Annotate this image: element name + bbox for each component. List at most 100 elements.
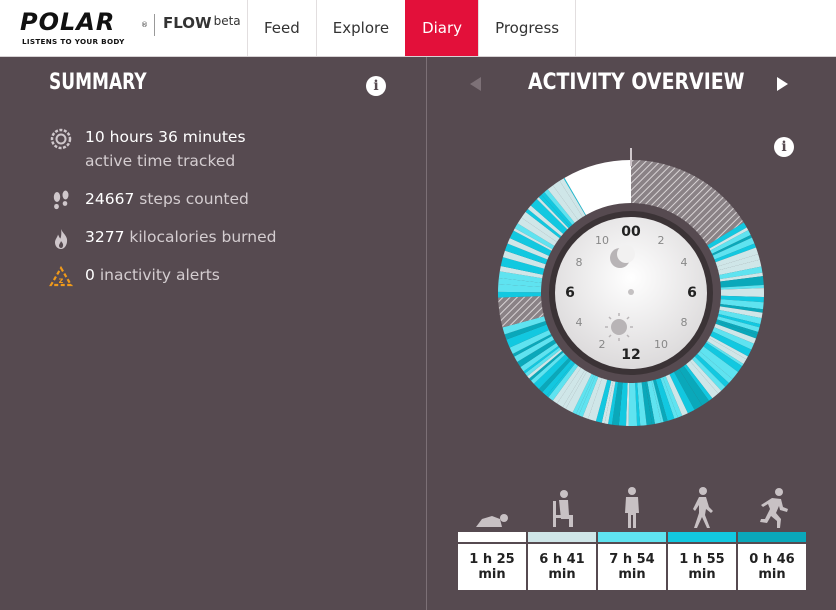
activity-ring-segment: [628, 382, 638, 427]
tab-diary[interactable]: Diary: [405, 0, 479, 56]
activity-ring-segment: [500, 257, 545, 275]
activity-ring-segment: [536, 197, 569, 230]
footprints-icon: [53, 190, 69, 210]
tab-progress[interactable]: Progress: [478, 0, 577, 56]
activity-ring-segment: [498, 296, 545, 328]
activity-ring-segment: [565, 371, 592, 413]
standing-icon: [625, 487, 639, 528]
activity-ring-segment: [498, 291, 542, 298]
activity-ring-segment: [655, 378, 675, 421]
activity-ring-segment: [660, 377, 678, 419]
previous-arrow-icon[interactable]: [470, 77, 481, 91]
activity-ring-segment: [717, 316, 760, 332]
activity-ring-segment: [706, 341, 744, 367]
dial-minor-label: 8: [681, 316, 688, 329]
legend-color-sitting: [528, 532, 596, 542]
resting-icon: [476, 514, 508, 527]
activity-ring-segment: [720, 284, 764, 290]
activity-ring-segment: [720, 299, 764, 310]
dial-minor-label: 2: [658, 234, 665, 247]
activity-ring-segment: [645, 381, 655, 425]
activity-ring-segment: [608, 381, 619, 425]
inactivity-label: inactivity alerts: [99, 266, 220, 284]
legend-running: 0 h 46 min: [738, 482, 806, 592]
tab-feed[interactable]: Feed: [247, 0, 316, 56]
next-arrow-icon[interactable]: [777, 77, 788, 91]
summary-info-icon[interactable]: i: [366, 76, 386, 96]
activity-ring-segment: [686, 360, 719, 399]
activity-ring-segment: [601, 380, 614, 424]
top-bar: POLAR ® LISTENS TO YOUR BODY FLOW beta Fe…: [0, 0, 836, 57]
polar-logo[interactable]: POLAR ® LISTENS TO YOUR BODY: [20, 8, 148, 46]
activity-ring-segment: [674, 369, 703, 410]
activity-overview-title: ACTIVITY OVERVIEW: [528, 70, 745, 95]
activity-ring-segment: [563, 177, 586, 216]
activity-ring-segment: [504, 321, 547, 340]
activity-ring-segment: [502, 250, 546, 269]
activity-ring: [498, 160, 764, 427]
activity-ring-segment: [507, 238, 550, 260]
activity-ring-segment: [679, 365, 709, 406]
calories-value: 3277: [85, 228, 125, 246]
activity-ring-segment: [637, 382, 647, 426]
legend-unit: min: [548, 567, 576, 582]
tab-explore[interactable]: Explore: [315, 0, 405, 56]
activity-ring-segment: [509, 230, 552, 256]
activity-ring-segment: [647, 380, 662, 424]
activity-ring-segment: [692, 356, 726, 391]
product-suffix: beta: [213, 14, 241, 28]
moon-icon: [610, 245, 635, 268]
walking-icon: [693, 487, 713, 528]
legend-value-sitting: 6 h 41 min: [528, 544, 596, 590]
activity-ring-segment: [669, 372, 695, 414]
activity-ring-segment: [717, 254, 760, 271]
legend-value-resting: 1 h 25 min: [458, 544, 526, 590]
activity-ring-segment: [541, 192, 573, 227]
activity-ring-segment: [699, 346, 739, 379]
activity-ring-segment: [707, 222, 747, 249]
activity-ring-segment: [538, 194, 571, 229]
activity-ring-segment: [611, 382, 623, 426]
activity-ring-segment: [513, 228, 553, 251]
activity-ring-segment: [716, 319, 759, 335]
activity-ring-segment: [514, 336, 554, 362]
activity-ring-segment: [717, 314, 761, 328]
activity-ring-segment: [564, 160, 631, 216]
activity-ring-segment: [711, 235, 752, 256]
legend-unit: min: [478, 567, 506, 582]
activity-ring-segment: [552, 365, 581, 404]
activity-ring-segment: [521, 211, 560, 242]
activity-ring-segment: [712, 327, 754, 350]
activity-ring-segment: [618, 382, 628, 426]
dial-minor-label: 4: [681, 256, 688, 269]
activity-ring-segment: [719, 272, 763, 282]
panel-divider: [426, 57, 427, 610]
overview-info-icon[interactable]: i: [774, 137, 794, 157]
dial-minor-label: 10: [654, 338, 668, 351]
activity-ring-segment: [546, 362, 576, 398]
activity-ring-segment: [547, 185, 579, 223]
activity-ring-segment: [720, 276, 764, 288]
activity-ring-segment: [498, 271, 543, 283]
dial-label-left: 6: [565, 285, 575, 301]
steps-label: steps counted: [139, 190, 249, 208]
sun-icon: [605, 313, 633, 341]
activity-ring-segment: [720, 295, 764, 303]
activity-ring-segment: [710, 331, 752, 357]
activity-ring-segment: [527, 205, 564, 237]
legend-resting: 1 h 25 min: [458, 482, 526, 592]
legend-color-resting: [458, 532, 526, 542]
activity-ring-segment: [720, 303, 764, 313]
activity-ring-segment: [719, 306, 763, 319]
legend-hours: 6 h 41: [539, 552, 585, 567]
activity-legend: 1 h 25 min 6 h 41 min 7 h 54 min 1 h 55 min: [458, 482, 806, 592]
activity-ring-segment: [544, 189, 575, 225]
activity-ring-segment: [498, 284, 542, 293]
sitting-icon: [553, 490, 573, 527]
svg-text:z: z: [59, 276, 64, 285]
activity-ring-segment: [653, 379, 668, 422]
activity-ring-segment: [562, 370, 587, 409]
activity-ring-icon: [50, 128, 72, 150]
activity-dial: 00 12 6 6 2 4 8 10 2 4 8 10: [498, 148, 764, 427]
activity-ring-segment: [514, 223, 555, 250]
